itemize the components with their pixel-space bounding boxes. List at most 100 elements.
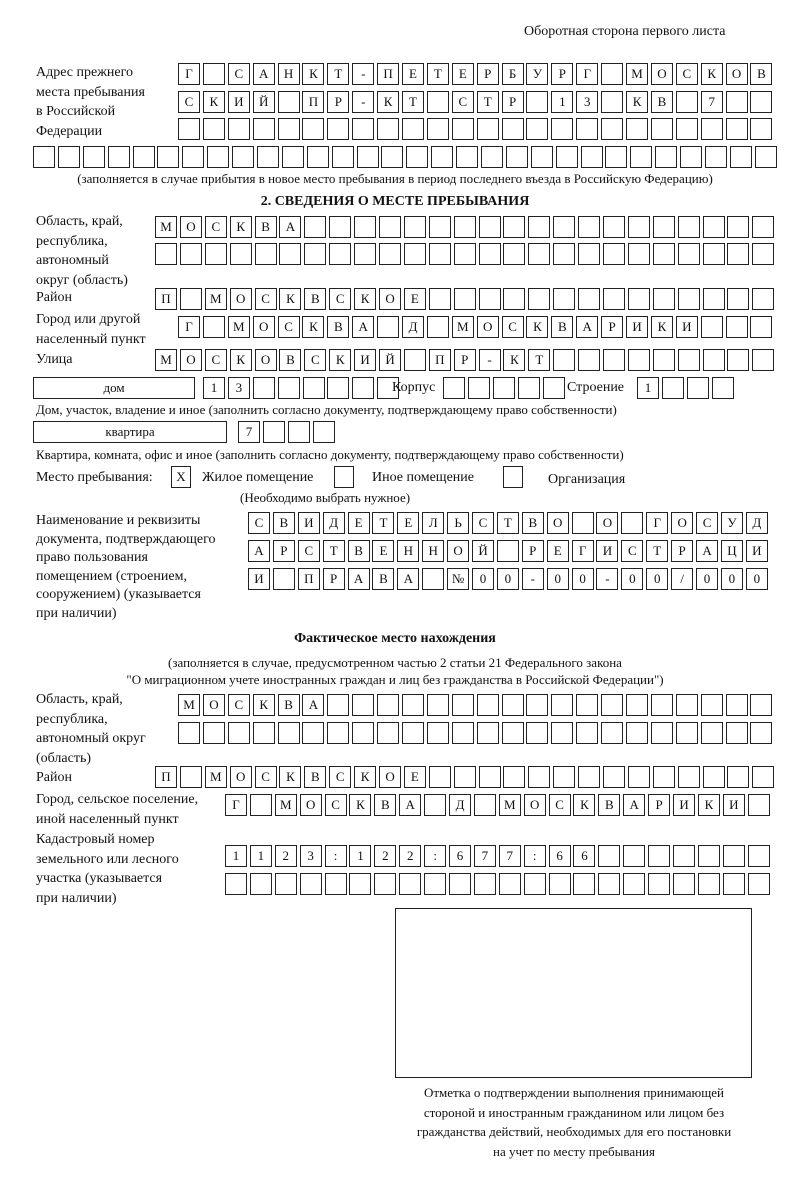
letter-cell[interactable]: 0 (646, 568, 669, 590)
letter-cell[interactable] (553, 216, 576, 238)
letter-cell[interactable] (727, 349, 750, 371)
letter-cell[interactable] (627, 243, 650, 265)
letter-cell[interactable] (281, 146, 304, 168)
house-type-field[interactable]: дом (33, 377, 195, 399)
letter-cell[interactable] (700, 316, 723, 338)
letter-cell[interactable]: В (327, 316, 350, 338)
letter-cell[interactable]: Р (322, 568, 345, 590)
letter-cell[interactable] (277, 118, 300, 140)
letter-cell[interactable] (312, 421, 335, 443)
letter-cell[interactable] (356, 146, 379, 168)
letter-cell[interactable] (598, 873, 621, 895)
letter-cell[interactable]: С (297, 540, 320, 562)
letter-cell[interactable]: Г (178, 316, 200, 338)
letter-cell[interactable] (750, 118, 773, 140)
letter-cell[interactable] (571, 512, 594, 534)
letter-cell[interactable] (650, 118, 673, 140)
letter-cell[interactable] (354, 216, 377, 238)
letter-cell[interactable]: 6 (548, 845, 571, 867)
letter-cell[interactable]: Б (501, 63, 524, 85)
letter-cell[interactable]: 2 (399, 845, 422, 867)
letter-cell[interactable] (578, 216, 601, 238)
letter-cell[interactable]: А (397, 568, 420, 590)
letter-cell[interactable] (725, 91, 748, 113)
letter-cell[interactable] (257, 146, 280, 168)
letter-cell[interactable]: О (254, 349, 277, 371)
document-row[interactable]: И П Р А В А № 0 0-0 0-0 0/0 0 0 (248, 568, 771, 590)
letter-cell[interactable] (501, 118, 524, 140)
letter-cell[interactable]: И (227, 91, 250, 113)
letter-cell[interactable] (453, 243, 476, 265)
letter-cell[interactable]: : (523, 845, 546, 867)
letter-cell[interactable] (501, 694, 524, 716)
letter-cell[interactable] (352, 722, 375, 744)
letter-cell[interactable] (503, 243, 526, 265)
letter-cell[interactable] (377, 377, 400, 399)
letter-cell[interactable]: С (548, 794, 571, 816)
letter-cell[interactable] (453, 766, 476, 788)
letter-cell[interactable] (478, 243, 501, 265)
letter-cell[interactable]: Г (646, 512, 669, 534)
letter-cell[interactable]: 0 (696, 568, 719, 590)
letter-cell[interactable]: В (551, 316, 574, 338)
letter-cell[interactable]: 3 (576, 91, 599, 113)
letter-cell[interactable] (517, 377, 540, 399)
letter-cell[interactable]: - (521, 568, 544, 590)
letter-cell[interactable]: 0 (745, 568, 768, 590)
letter-cell[interactable] (702, 288, 725, 310)
letter-cell[interactable] (754, 146, 777, 168)
letter-cell[interactable]: В (304, 766, 327, 788)
letter-cell[interactable] (526, 118, 549, 140)
letter-cell[interactable]: К (302, 63, 325, 85)
letter-cell[interactable] (623, 873, 646, 895)
actual-region-row[interactable] (178, 722, 775, 744)
letter-cell[interactable] (327, 377, 350, 399)
letter-cell[interactable]: А (623, 794, 646, 816)
letter-cell[interactable]: М (155, 216, 177, 238)
letter-cell[interactable] (729, 146, 752, 168)
letter-cell[interactable] (473, 873, 496, 895)
letter-cell[interactable]: П (297, 568, 320, 590)
letter-cell[interactable]: 1 (249, 845, 272, 867)
letter-cell[interactable] (725, 722, 748, 744)
letter-cell[interactable] (673, 845, 696, 867)
letter-cell[interactable] (428, 288, 451, 310)
letter-cell[interactable] (675, 694, 698, 716)
letter-cell[interactable]: Р (453, 349, 476, 371)
letter-cell[interactable]: В (374, 794, 397, 816)
letter-cell[interactable] (578, 349, 601, 371)
letter-cell[interactable] (551, 118, 574, 140)
letter-cell[interactable]: 6 (449, 845, 472, 867)
letter-cell[interactable] (426, 91, 449, 113)
letter-cell[interactable] (229, 243, 252, 265)
letter-cell[interactable] (603, 288, 626, 310)
letter-cell[interactable] (652, 243, 675, 265)
option-other-premises-checkbox[interactable] (334, 466, 354, 488)
letter-cell[interactable]: О (252, 316, 275, 338)
letter-cell[interactable] (576, 694, 599, 716)
letter-cell[interactable]: П (377, 63, 400, 85)
letter-cell[interactable] (107, 146, 130, 168)
letter-cell[interactable] (747, 845, 770, 867)
letter-cell[interactable]: 3 (299, 845, 322, 867)
letter-cell[interactable] (179, 243, 202, 265)
letter-cell[interactable]: К (503, 349, 526, 371)
letter-cell[interactable]: М (626, 63, 649, 85)
letter-cell[interactable] (272, 568, 295, 590)
letter-cell[interactable] (603, 216, 626, 238)
letter-cell[interactable] (379, 216, 402, 238)
letter-cell[interactable] (526, 694, 549, 716)
letter-cell[interactable] (700, 694, 723, 716)
korpus-row[interactable] (443, 377, 567, 399)
letter-cell[interactable] (555, 146, 578, 168)
letter-cell[interactable] (750, 694, 773, 716)
letter-cell[interactable] (249, 873, 272, 895)
letter-cell[interactable] (274, 873, 297, 895)
letter-cell[interactable]: Р (501, 91, 524, 113)
letter-cell[interactable] (302, 118, 325, 140)
letter-cell[interactable] (725, 694, 748, 716)
letter-cell[interactable] (178, 118, 200, 140)
